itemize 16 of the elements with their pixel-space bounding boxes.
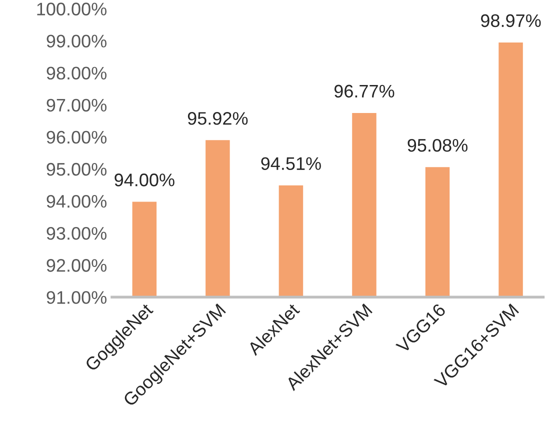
data-label: 94.51% bbox=[261, 157, 321, 170]
data-label: 95.92% bbox=[188, 112, 248, 125]
y-tick-label: 99.00% bbox=[46, 34, 106, 48]
y-tick-label: 96.00% bbox=[46, 130, 106, 144]
data-label: 96.77% bbox=[334, 84, 394, 98]
data-label: 94.00% bbox=[114, 174, 174, 186]
y-tick-label: 100.00% bbox=[37, 2, 106, 16]
y-tick-label: 94.00% bbox=[46, 194, 106, 208]
y-tick-label: 98.00% bbox=[46, 66, 106, 80]
data-label: 95.08% bbox=[408, 138, 468, 152]
y-tick-label: 97.00% bbox=[46, 98, 106, 112]
data-label: 98.97% bbox=[481, 14, 541, 28]
y-tick-label: 91.00% bbox=[46, 291, 106, 304]
y-tick-label: 95.00% bbox=[46, 162, 106, 176]
y-tick-label: 93.00% bbox=[46, 227, 106, 240]
y-tick-label: 92.00% bbox=[46, 259, 106, 272]
